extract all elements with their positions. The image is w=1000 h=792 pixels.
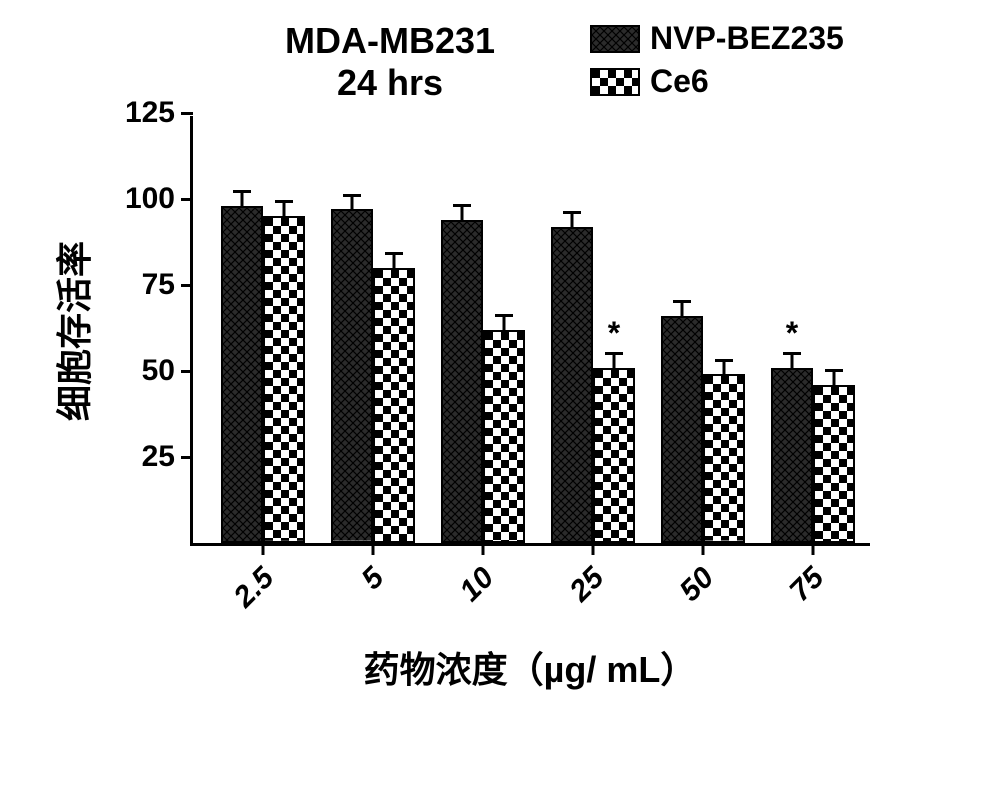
legend: NVP-BEZ235 Ce6: [590, 20, 844, 106]
error-bar: [681, 302, 684, 316]
bar: [263, 216, 305, 543]
figure-container: MDA-MB231 24 hrs NVP-BEZ235Ce6 255075100…: [60, 20, 940, 760]
legend-label: NVP-BEZ235: [650, 20, 844, 57]
plot-area: 2550751001252.551025*5075*: [190, 116, 870, 546]
x-tick-label: 50: [673, 561, 721, 609]
chart-title: MDA-MB231 24 hrs: [190, 20, 590, 104]
error-bar: [833, 371, 836, 385]
bar-fill: [485, 332, 523, 541]
legend-swatch: [590, 25, 640, 53]
legend-swatch: [590, 68, 640, 96]
bar-fill: [553, 229, 591, 541]
bar: [331, 209, 373, 543]
y-tick-mark: [181, 112, 193, 115]
legend-swatch-fill: [592, 27, 638, 51]
bar-fill: [705, 376, 743, 541]
y-tick: 100: [125, 182, 193, 216]
y-tick-label: 100: [125, 182, 175, 216]
chart-title-line2: 24 hrs: [190, 62, 590, 104]
error-cap: [825, 369, 843, 372]
bar: [441, 220, 483, 543]
bar-fill: [663, 318, 701, 541]
bar: [551, 227, 593, 543]
error-cap: [563, 211, 581, 214]
legend-label: Ce6: [650, 63, 709, 100]
error-bar: [571, 213, 574, 227]
y-tick-label: 125: [125, 96, 175, 130]
x-tick-label: 25: [563, 561, 611, 609]
significance-star: *: [608, 315, 620, 352]
y-tick: 25: [142, 440, 193, 474]
error-bar: [351, 196, 354, 210]
bar-fill: [443, 222, 481, 541]
legend-item: NVP-BEZ235: [590, 20, 844, 57]
error-bar: [791, 354, 794, 368]
legend-item: Ce6: [590, 63, 844, 100]
bar: [221, 206, 263, 543]
error-cap: [343, 194, 361, 197]
bar: [661, 316, 703, 543]
y-tick-mark: [181, 456, 193, 459]
bar-fill: [595, 370, 633, 541]
bar: [703, 374, 745, 543]
bar: [771, 368, 813, 543]
y-tick-mark: [181, 198, 193, 201]
significance-star: *: [786, 315, 798, 352]
x-tick-label: 75: [783, 561, 831, 609]
error-cap: [385, 252, 403, 255]
error-cap: [453, 204, 471, 207]
bar: [373, 268, 415, 543]
error-bar: [723, 361, 726, 375]
y-tick-mark: [181, 370, 193, 373]
y-axis-label: 细胞存活率: [46, 241, 98, 421]
x-axis-label: 药物浓度（µg/ mL）: [364, 641, 697, 693]
y-tick: 125: [125, 96, 193, 130]
error-bar: [503, 316, 506, 330]
error-cap: [715, 359, 733, 362]
error-bar: [613, 354, 616, 368]
bar: [483, 330, 525, 543]
bar-fill: [773, 370, 811, 541]
error-cap: [233, 190, 251, 193]
error-cap: [275, 200, 293, 203]
y-tick-label: 75: [142, 268, 175, 302]
chart-title-line1: MDA-MB231: [190, 20, 590, 62]
y-tick-label: 50: [142, 354, 175, 388]
bar-fill: [265, 218, 303, 541]
bar-fill: [333, 211, 371, 541]
y-tick-label: 25: [142, 440, 175, 474]
error-cap: [673, 300, 691, 303]
bar: [813, 385, 855, 543]
x-tick-label: 5: [355, 561, 391, 597]
error-bar: [461, 206, 464, 220]
x-tick-label: 10: [453, 561, 501, 609]
y-tick: 75: [142, 268, 193, 302]
bar-fill: [223, 208, 261, 541]
bar-fill: [815, 387, 853, 541]
x-tick-label: 2.5: [228, 561, 282, 615]
error-cap: [783, 352, 801, 355]
bar: [593, 368, 635, 543]
error-bar: [283, 202, 286, 216]
y-tick-mark: [181, 284, 193, 287]
error-bar: [393, 254, 396, 268]
bar-fill: [375, 270, 413, 541]
error-bar: [241, 192, 244, 206]
legend-swatch-fill: [592, 70, 638, 94]
error-cap: [605, 352, 623, 355]
y-tick: 50: [142, 354, 193, 388]
error-cap: [495, 314, 513, 317]
